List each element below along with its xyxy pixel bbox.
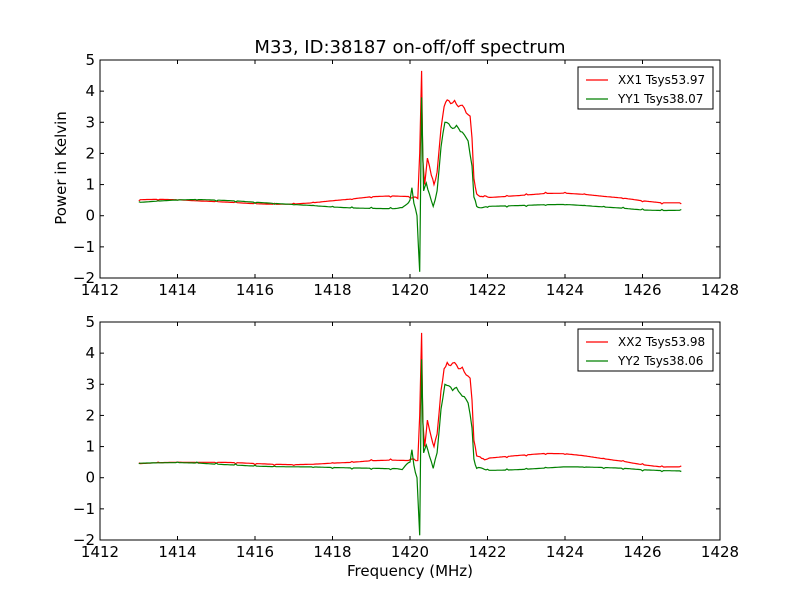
- x-tick-label: 1414: [158, 281, 196, 299]
- x-axis-label: Frequency (MHz): [347, 562, 473, 580]
- y-tick-label: −1: [73, 238, 95, 256]
- x-tick-label: 1418: [313, 281, 351, 299]
- y-tick-label: 0: [85, 469, 95, 487]
- x-tick-label: 1418: [313, 543, 351, 561]
- legend-label: YY1 Tsys38.07: [617, 92, 703, 106]
- x-tick-label: 1422: [468, 543, 506, 561]
- legend-label: YY2 Tsys38.06: [617, 354, 703, 368]
- chart-title: M33, ID:38187 on-off/off spectrum: [254, 37, 565, 58]
- y-tick-label: 2: [85, 406, 95, 424]
- y-tick-label: 0: [85, 207, 95, 225]
- y-tick-label: 4: [85, 344, 95, 362]
- y-tick-label: −1: [73, 500, 95, 518]
- series-line-yy2: [138, 359, 682, 536]
- x-tick-label: 1428: [701, 543, 739, 561]
- x-tick-label: 1420: [391, 281, 429, 299]
- series-line-xx2: [138, 332, 682, 468]
- x-tick-label: 1428: [701, 281, 739, 299]
- y-tick-label: 3: [85, 113, 95, 131]
- legend: XX2 Tsys53.98 YY2 Tsys38.06: [577, 328, 714, 372]
- panel-2: 1412 1414 1416 1418 1420 1422 1424 1426 1428−2−1…: [73, 313, 739, 561]
- legend-label: XX1 Tsys53.97: [618, 73, 705, 87]
- y-tick-label: 3: [85, 375, 95, 393]
- x-tick-label: 1426: [623, 281, 661, 299]
- y-tick-label: 1: [85, 438, 95, 456]
- y-tick-label: −2: [73, 531, 95, 549]
- legend: XX1 Tsys53.97 YY1 Tsys38.07: [577, 66, 714, 110]
- x-tick-label: 1412: [81, 543, 119, 561]
- y-tick-label: 2: [85, 144, 95, 162]
- x-tick-label: 1420: [391, 543, 429, 561]
- x-tick-label: 1416: [236, 543, 274, 561]
- x-tick-label: 1414: [158, 543, 196, 561]
- x-tick-label: 1412: [81, 281, 119, 299]
- y-tick-label: 5: [85, 313, 95, 331]
- panel-1: 1412 1414 1416 1418 1420 1422 1424 1426 1428−2−1…: [73, 51, 739, 299]
- series-line-xx1: [138, 70, 682, 205]
- x-tick-label: 1424: [546, 543, 584, 561]
- y-tick-label: −2: [73, 269, 95, 287]
- x-tick-label: 1424: [546, 281, 584, 299]
- y-axis-label: Power in Kelvin: [52, 111, 70, 225]
- y-tick-label: 4: [85, 82, 95, 100]
- legend-label: XX2 Tsys53.98: [618, 335, 705, 349]
- y-tick-label: 1: [85, 176, 95, 194]
- series-line-yy1: [138, 97, 682, 272]
- y-tick-label: 5: [85, 51, 95, 69]
- x-tick-label: 1426: [623, 543, 661, 561]
- x-tick-label: 1422: [468, 281, 506, 299]
- x-tick-label: 1416: [236, 281, 274, 299]
